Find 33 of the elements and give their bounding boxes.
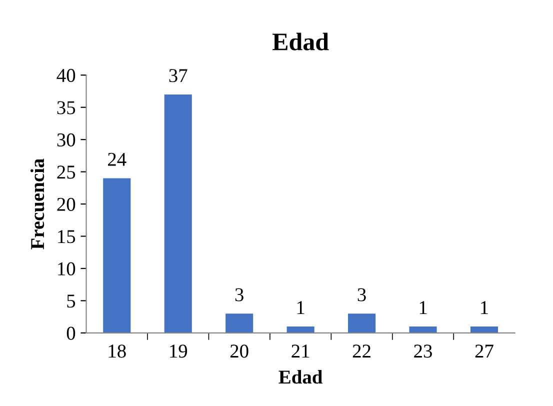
y-tick-label: 0: [66, 326, 76, 340]
x-tick-label: 23: [414, 344, 432, 358]
chart-title: Edad: [272, 32, 329, 50]
y-axis-title: Frecuencia: [30, 158, 44, 250]
x-tick-label: 22: [352, 344, 370, 358]
data-label: 1: [297, 301, 304, 314]
x-tick-label: 18: [108, 344, 126, 358]
x-tick-label: 19: [170, 344, 188, 358]
y-tick-label: 10: [58, 262, 76, 276]
bar: [409, 326, 437, 333]
x-tick-label: 20: [230, 344, 248, 358]
y-tick-label: 15: [58, 230, 76, 244]
y-tick-label: 30: [57, 133, 76, 146]
bar: [348, 314, 376, 333]
bar: [103, 178, 131, 333]
data-label: 1: [481, 301, 488, 314]
data-label: 1: [420, 301, 427, 314]
x-tick-label: 21: [292, 344, 310, 358]
data-label: 3: [235, 288, 244, 302]
x-axis-title: Edad: [278, 370, 322, 384]
y-tick-label: 35: [57, 101, 76, 114]
bar: [226, 314, 254, 333]
y-tick-label: 20: [57, 198, 76, 211]
data-label: 24: [108, 152, 126, 166]
bar: [164, 94, 192, 333]
x-tick-label: 27: [475, 344, 494, 358]
bar: [286, 326, 314, 333]
data-label: 37: [169, 69, 188, 82]
y-tick-label: 40: [56, 68, 76, 82]
bar: [470, 326, 498, 333]
y-tick-label: 25: [57, 166, 76, 179]
data-label: 3: [358, 288, 366, 302]
y-tick-label: 5: [67, 294, 76, 308]
